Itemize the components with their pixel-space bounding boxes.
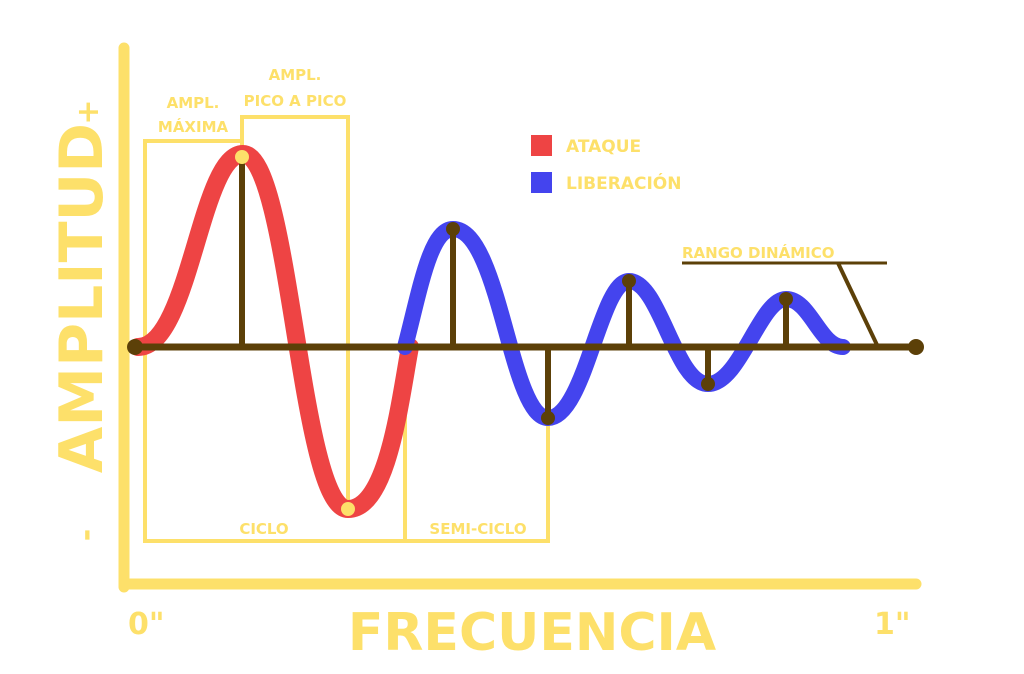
legend-swatch-attack — [531, 135, 552, 156]
rango-dinamico-pointer — [836, 262, 880, 348]
y-axis-title: AMPLITUD — [47, 123, 117, 473]
ampl-pico-label-1: AMPL. — [269, 66, 322, 84]
ampl-maxima-label-2: MÁXIMA — [158, 117, 229, 136]
ciclo-label: CICLO — [239, 520, 288, 538]
ampl-pico-label-2: PICO A PICO — [244, 92, 347, 110]
peak-3-dot — [622, 274, 636, 288]
legend-label-attack: ATAQUE — [566, 137, 641, 157]
ciclo-bracket — [143, 347, 407, 543]
peak-4-dot — [779, 292, 793, 306]
attack-wave-segment — [129, 144, 419, 519]
rango-dinamico-label: RANGO DINÁMICO — [682, 243, 834, 262]
trough-1-dot — [341, 502, 355, 516]
baseline-end-dot — [908, 339, 924, 355]
x-axis-start-label: 0" — [128, 607, 165, 642]
trough-3-dot — [701, 377, 715, 391]
peak-2-dot — [446, 222, 460, 236]
y-axis-plus-label: + — [71, 99, 106, 124]
x-axis-title: FRECUENCIA — [348, 603, 716, 663]
trough-2-dot — [541, 411, 555, 425]
x-axis-end-label: 1" — [874, 607, 911, 642]
y-axis-minus-label: - — [69, 529, 104, 541]
peak-1-dot — [235, 150, 249, 164]
semi-ciclo-bracket — [405, 418, 550, 543]
legend-swatch-release — [531, 172, 552, 193]
legend-label-release: LIBERACIÓN — [566, 172, 681, 194]
semi-ciclo-label: SEMI-CICLO — [429, 520, 526, 538]
baseline-start-dot — [127, 339, 143, 355]
ampl-maxima-label-1: AMPL. — [167, 94, 220, 112]
